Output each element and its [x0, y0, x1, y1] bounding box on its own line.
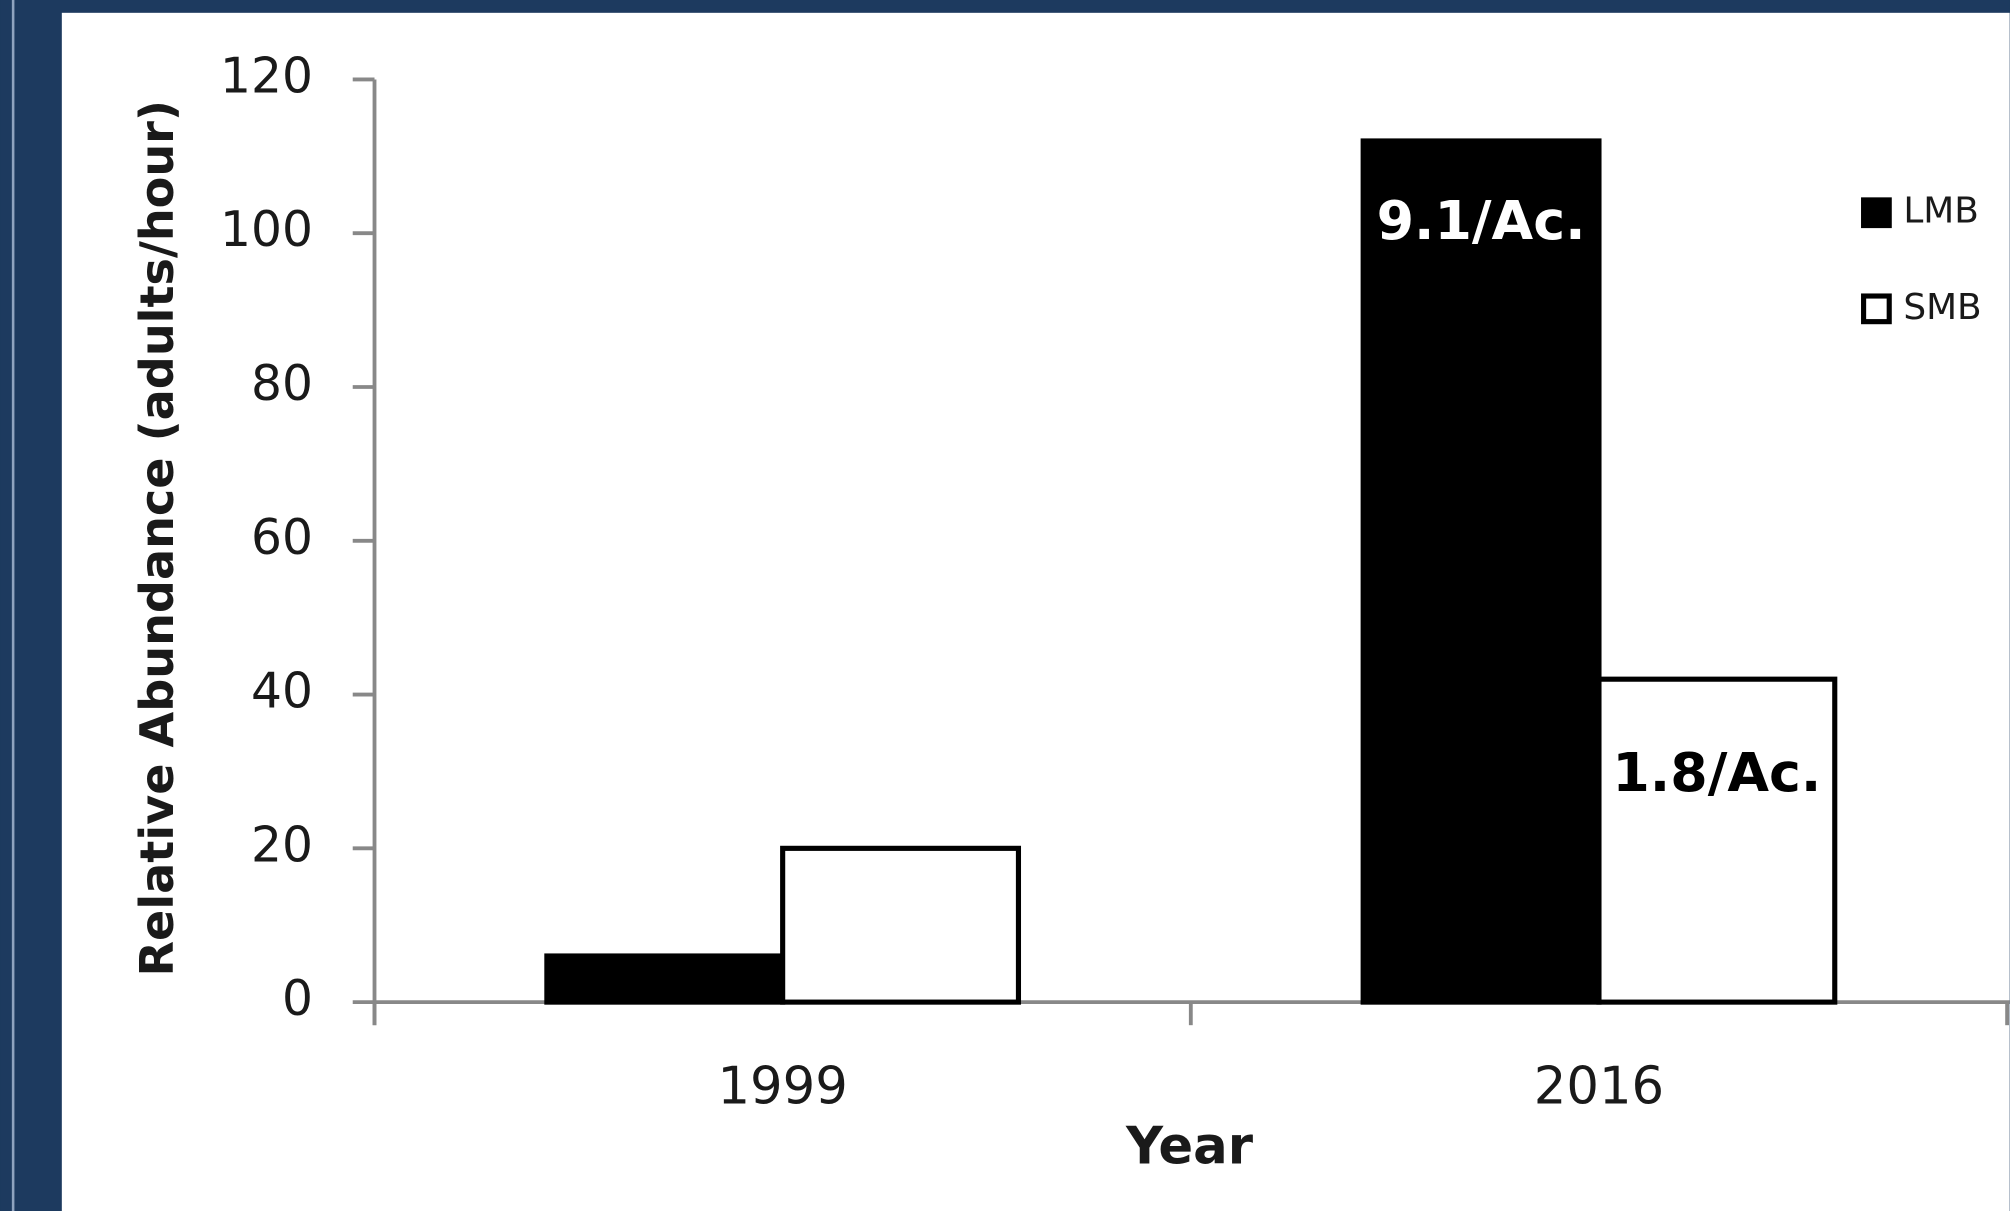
legend-swatch [1861, 197, 1892, 229]
y-tick-label: 60 [251, 510, 313, 566]
annotation: 9.1/Ac. [1377, 189, 1586, 252]
y-tick-label: 100 [220, 202, 313, 258]
legend-swatch [1861, 293, 1892, 325]
bar [780, 845, 1022, 1005]
y-tick-label: 120 [220, 48, 313, 104]
y-tick-label: 80 [251, 356, 313, 412]
bar [544, 953, 786, 1005]
annotation: 1.8/Ac. [1612, 741, 1821, 804]
x-tick-label: 1999 [717, 1056, 847, 1116]
y-tick-label: 0 [282, 971, 313, 1027]
x-tick-label: 2016 [1534, 1056, 1664, 1116]
y-tick-label: 40 [251, 664, 313, 720]
plot-panel [61, 12, 2010, 1211]
legend-label: SMB [1903, 287, 1981, 328]
x-axis-label: Year [1125, 1116, 1254, 1176]
bar [1596, 676, 1838, 1005]
y-tick-label: 20 [251, 817, 313, 873]
y-axis-label: Relative Abundance (adults/hour) [130, 100, 184, 976]
legend-label: LMB [1903, 191, 1979, 232]
bar [1360, 138, 1602, 1005]
